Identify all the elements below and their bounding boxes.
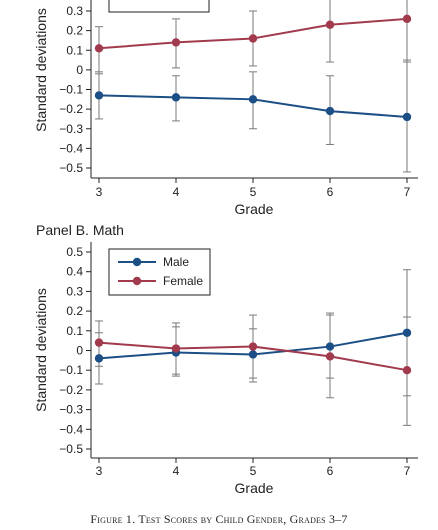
x-tick-label: 3 — [96, 464, 103, 478]
data-point-female — [248, 34, 258, 43]
y-tick-label: −0.3 — [59, 403, 83, 417]
y-tick-label: −0.4 — [59, 422, 83, 436]
data-point-female — [171, 344, 181, 353]
data-point-female — [325, 352, 335, 361]
y-tick-label: 0.2 — [66, 24, 83, 38]
y-tick-label: 0 — [76, 344, 83, 358]
data-point-male — [325, 106, 335, 116]
y-axis-label: Standard deviations — [33, 288, 49, 412]
data-point-female — [402, 14, 412, 24]
data-point-female — [325, 20, 335, 29]
y-tick-label: 0.1 — [66, 324, 83, 338]
y-tick-label: 0.1 — [66, 43, 83, 57]
y-tick-label: 0.5 — [66, 245, 83, 259]
y-tick-label: 0.4 — [66, 265, 83, 279]
data-point-male — [94, 354, 104, 363]
y-tick-label: −0.5 — [59, 442, 83, 456]
data-point-female — [402, 366, 412, 375]
panel-a: 0.3 0.2 0.1 0 −0.1 −0.2 −0.3 −0.4 −0.5 3 4 5 6 7 Grade… — [33, 0, 418, 217]
y-tick-label: −0.1 — [59, 363, 83, 377]
y-tick-label: 0.3 — [66, 284, 83, 298]
y-tick-label: −0.5 — [59, 161, 83, 175]
y-tick-label: 0.2 — [66, 304, 83, 318]
legend-label-female: Female — [163, 0, 203, 1]
legend-marker-male — [132, 257, 142, 267]
x-axis-label: Grade — [235, 201, 274, 217]
legend-box — [108, 0, 210, 13]
x-tick-label: 3 — [96, 185, 103, 199]
legend-label-female: Female — [163, 274, 203, 288]
legend-box — [108, 248, 211, 296]
y-tick-label: −0.3 — [59, 122, 83, 136]
x-tick-label: 7 — [404, 185, 411, 199]
x-tick-label: 7 — [404, 464, 411, 478]
y-tick-label: −0.2 — [59, 102, 83, 116]
y-tick-label: 0.3 — [66, 4, 83, 18]
data-point-male — [402, 112, 412, 122]
data-point-male — [402, 328, 412, 337]
x-axis-label: Grade — [235, 480, 274, 496]
y-axis-label: Standard deviations — [33, 8, 49, 132]
y-tick-label: −0.2 — [59, 383, 83, 397]
panel-b-title: Panel B. Math — [36, 222, 124, 238]
data-point-male — [248, 95, 258, 104]
data-point-female — [94, 44, 104, 53]
figure-caption: Figure 1. Test Scores by Child Gender, G… — [90, 512, 348, 526]
y-tick-label: −0.4 — [59, 141, 83, 155]
y-tick-label: 0 — [76, 63, 83, 77]
legend-marker-female — [132, 276, 142, 286]
data-point-male — [171, 93, 181, 102]
data-point-male — [248, 350, 258, 359]
data-point-male — [94, 91, 104, 100]
data-point-female — [248, 342, 258, 351]
x-tick-label: 5 — [250, 185, 257, 199]
x-tick-label: 4 — [173, 185, 180, 199]
data-point-female — [94, 338, 104, 347]
x-tick-label: 4 — [173, 464, 180, 478]
data-point-female — [171, 38, 181, 47]
y-tick-label: −0.1 — [59, 83, 83, 97]
panel-b-math: Panel B. Math 0.5 0.4 0.3 0.2 0.1 0 −0.1 −0.2 −0… — [33, 222, 418, 496]
legend-label-male: Male — [163, 255, 189, 269]
x-tick-label: 6 — [327, 464, 334, 478]
x-tick-label: 6 — [327, 185, 334, 199]
data-point-male — [325, 342, 335, 351]
x-tick-label: 5 — [250, 464, 257, 478]
